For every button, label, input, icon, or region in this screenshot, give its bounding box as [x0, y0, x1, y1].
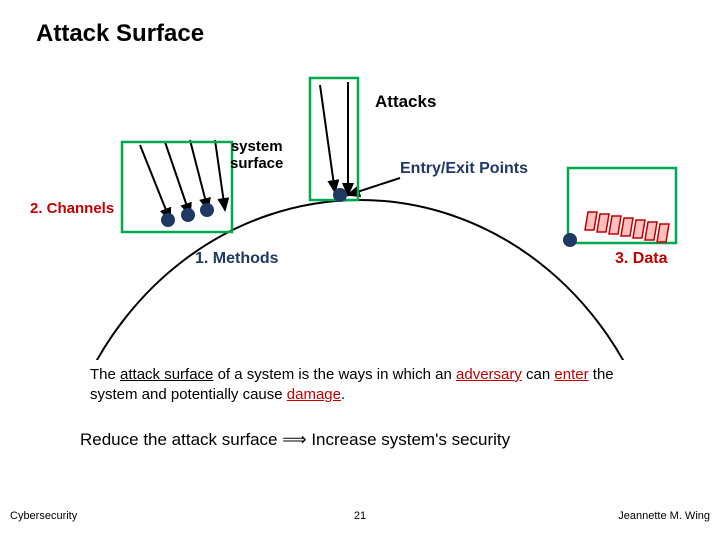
diagram-label-channels: 2. Channels [30, 200, 114, 217]
data-parallelogram [633, 220, 645, 238]
reduce-right: Increase system's security [307, 430, 511, 449]
desc-adversary: adversary [456, 366, 522, 383]
diagram-label-attacks: Attacks [375, 92, 436, 112]
diagram-label-methods: 1. Methods [195, 250, 279, 268]
reduce-left: Reduce the attack surface [80, 430, 282, 449]
diagram-label-data: 3. Data [615, 250, 667, 268]
slide: Attack Surface Attacks system surface Entr… [0, 0, 720, 540]
entry-exit-point-dot [333, 188, 347, 202]
diagram-area: Attacks system surface Entry/Exit Points 2.… [0, 60, 720, 360]
channel-arrow [140, 145, 170, 220]
desc-attack-surface: attack surface [120, 366, 213, 383]
system-surface-arc [69, 200, 652, 360]
data-parallelogram [645, 222, 657, 240]
desc-text: . [341, 386, 345, 403]
desc-text: can [522, 366, 555, 383]
data-parallelogram [657, 224, 669, 242]
desc-enter: enter [554, 366, 588, 383]
diagram-label-entry-exit: Entry/Exit Points [400, 160, 528, 178]
entry-exit-point-dot [181, 208, 195, 222]
data-parallelogram [621, 218, 633, 236]
data-parallelogram [585, 212, 597, 230]
desc-text: of a system is the ways in which an [213, 366, 456, 383]
data-parallelogram [609, 216, 621, 234]
attack-arrow [320, 85, 335, 192]
reduce-line: Reduce the attack surface ⟹ Increase sys… [80, 430, 510, 450]
channel-arrow [165, 142, 190, 215]
entry-exit-pointer [348, 178, 400, 195]
channel-arrow [190, 140, 208, 210]
slide-title: Attack Surface [36, 20, 204, 48]
channel-arrow [215, 140, 225, 210]
implies-arrow: ⟹ [282, 430, 306, 449]
entry-exit-point-dot [200, 203, 214, 217]
entry-exit-point-dot [563, 233, 577, 247]
desc-text: The [90, 366, 120, 383]
footer-right: Jeannette M. Wing [618, 510, 710, 522]
diagram-label-system-surface: system surface [230, 138, 283, 172]
data-parallelogram [597, 214, 609, 232]
footer-page-number: 21 [0, 510, 720, 522]
entry-exit-point-dot [161, 213, 175, 227]
description-paragraph: The attack surface of a system is the wa… [90, 365, 660, 404]
grouping-box [122, 142, 232, 232]
desc-damage: damage [287, 386, 341, 403]
